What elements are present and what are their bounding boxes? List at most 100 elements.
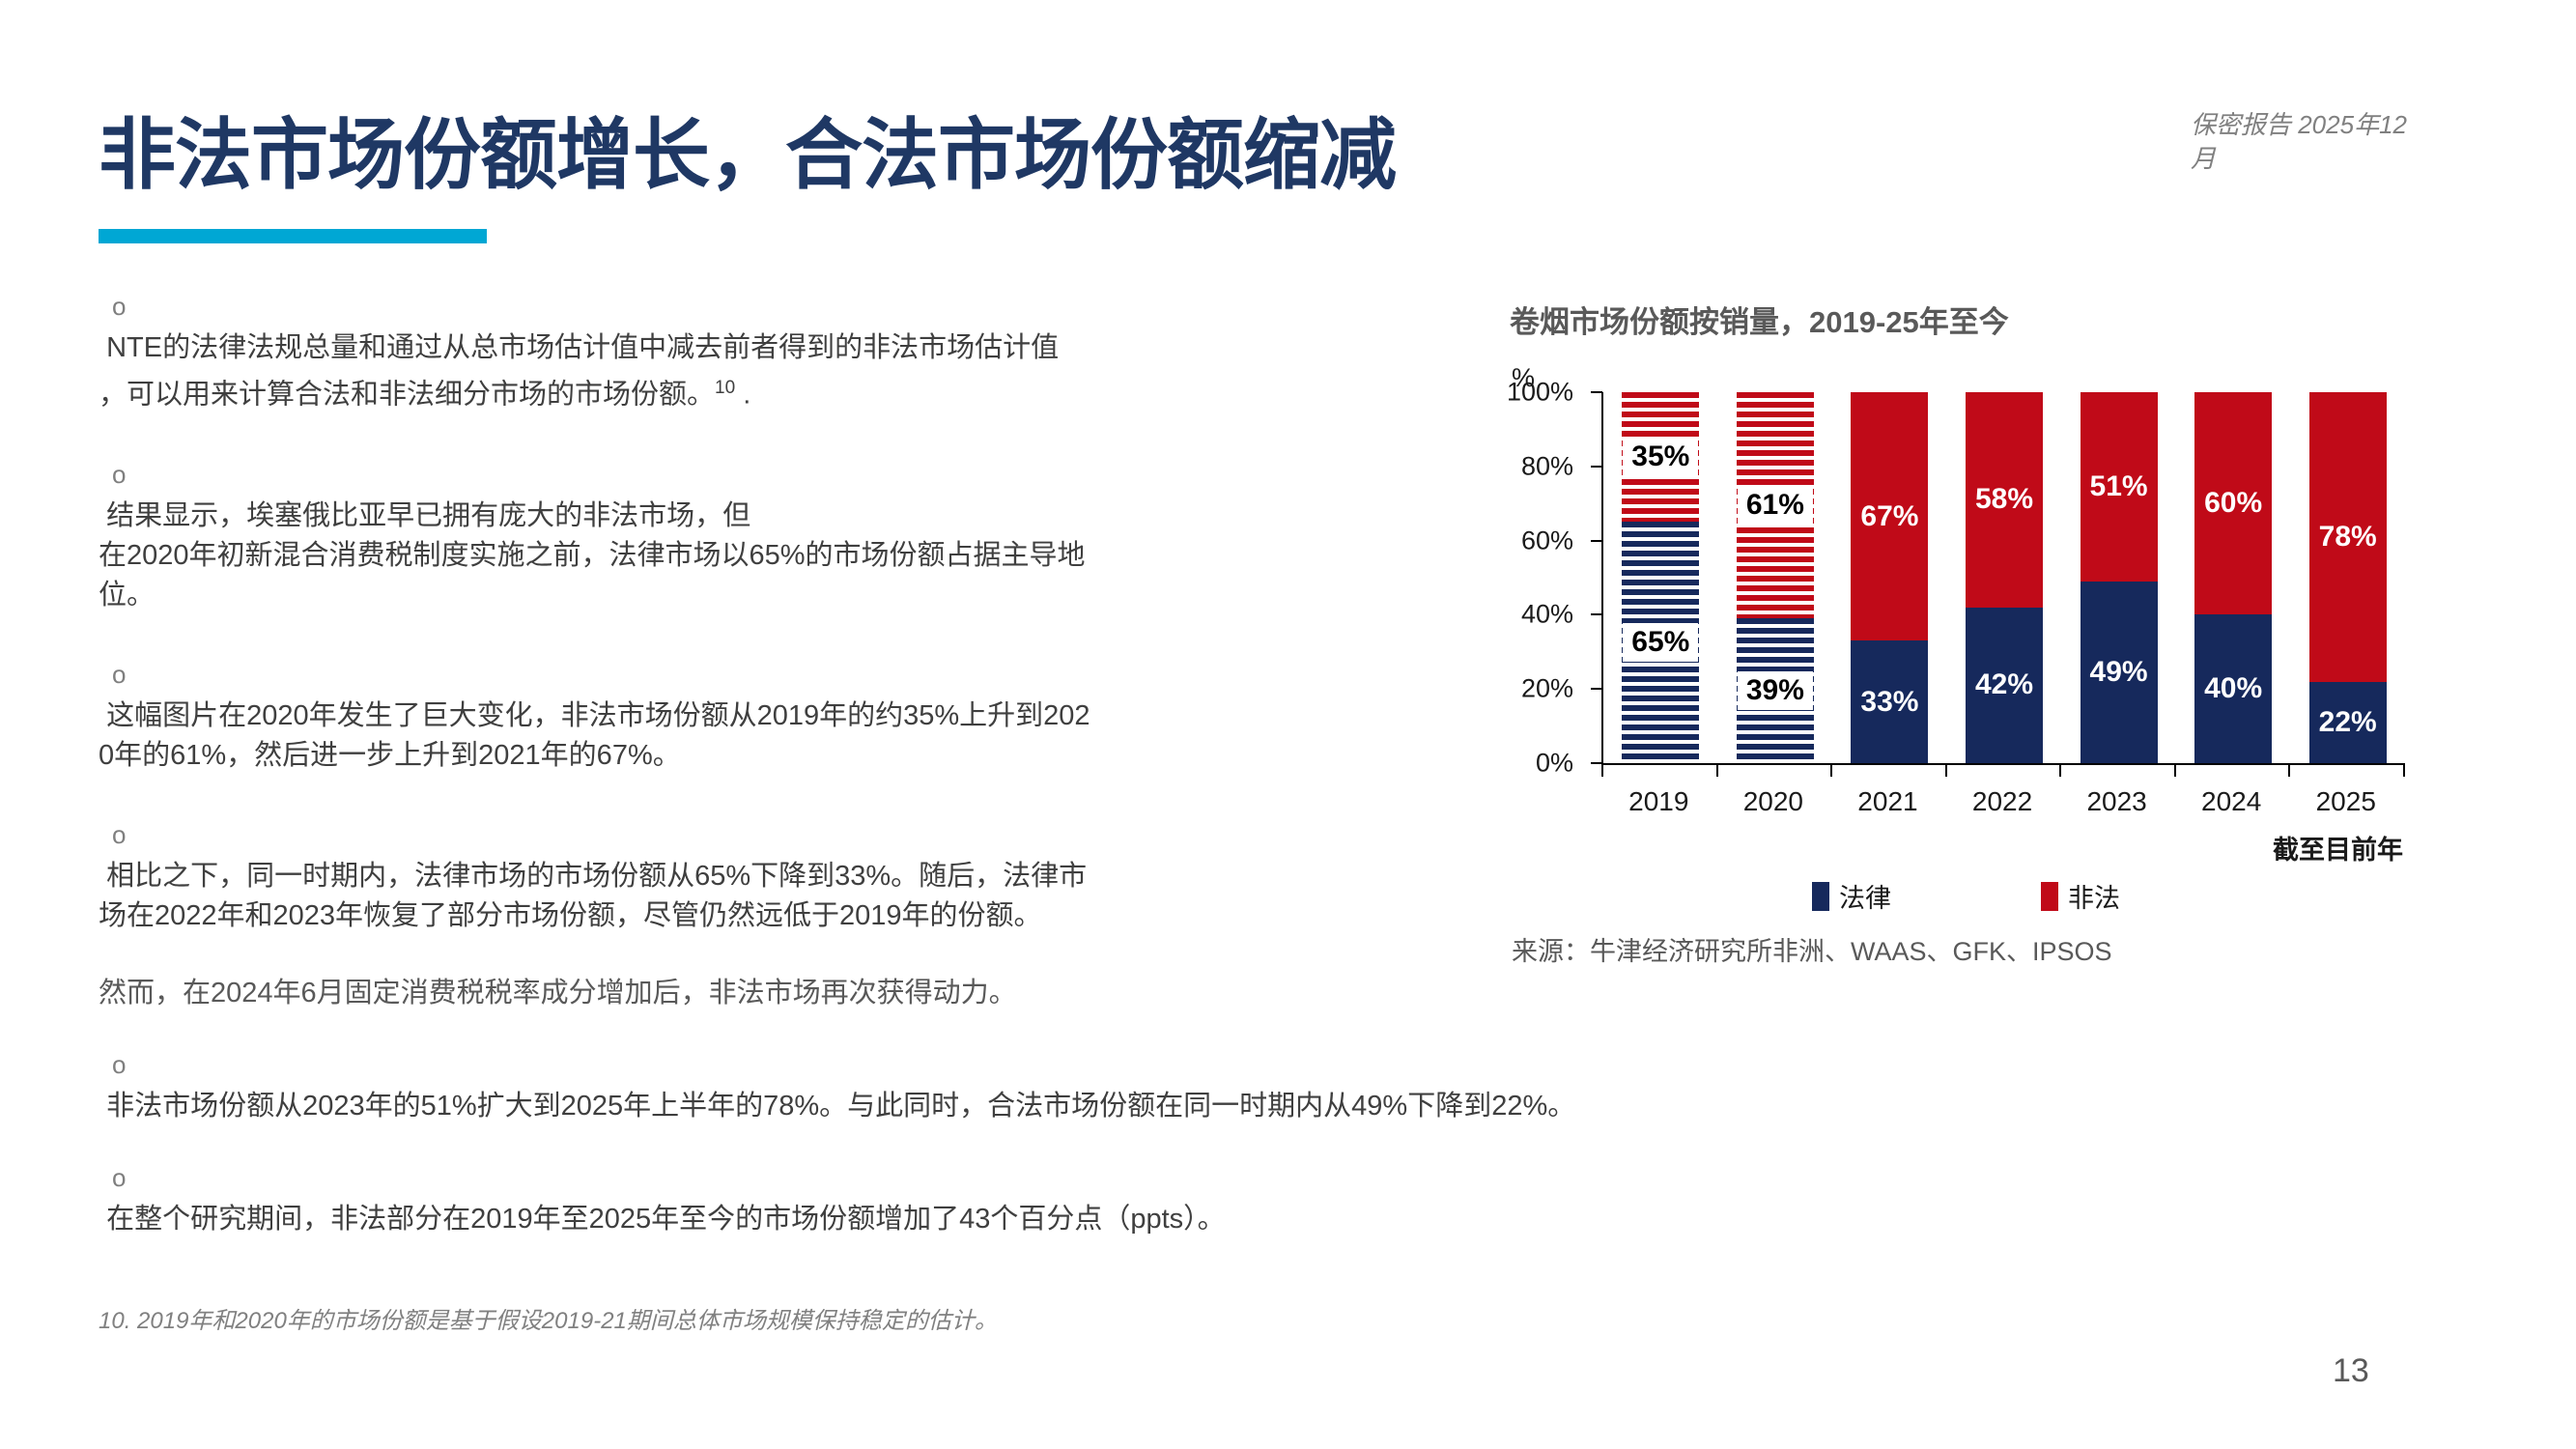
y-tick-label: 0% — [1535, 748, 1573, 778]
bar-label-illegal: 67% — [1860, 499, 1919, 532]
x-tick-mark — [2059, 763, 2062, 777]
chart-unit-label: % — [1512, 363, 1536, 392]
chart-panel: 卷烟市场份额按销量，2019-25年至今 % 100% 80% 60% 40% 20% 0… — [1507, 298, 2514, 993]
bullet-text: 结果显示，埃塞俄比亚早已拥有庞大的非法市场，但 在2020年初新混合消费税制度实… — [99, 499, 1086, 611]
y-tick-mark — [1591, 762, 1602, 764]
chart-y-axis: 100% 80% 60% 40% 20% 0% — [1507, 378, 1587, 778]
bar-label-illegal: 78% — [2318, 520, 2377, 553]
footnote: 10. 2019年和2020年的市场份额是基于假设2019-21期间总体市场规模… — [99, 1308, 998, 1334]
chart-x-ticks — [1601, 763, 2405, 777]
bar-label-illegal: 35% — [1623, 438, 1699, 477]
bar-segment-illegal — [2080, 392, 2158, 582]
bullet-marker: o — [112, 459, 127, 489]
bullet-text: NTE的法律法规总量和通过从总市场估计值中减去前者得到的非法市场估计值 ，可以用来… — [99, 328, 1383, 415]
bar-column-2025: 22% 78% — [2308, 392, 2387, 763]
chart-x-axis: 2019 2020 2021 2022 2023 2024 2025 — [1601, 786, 2403, 817]
bottom-text-block: 然而，在2024年6月固定消费税税率成分增加后，非法市场再次获得动力。 o 非法… — [99, 974, 2175, 1335]
bullet-marker: o — [112, 1163, 127, 1192]
bar-column-2020: 39% 61% — [1736, 392, 1814, 763]
bar-segment-legal — [1965, 607, 2043, 763]
bullet-item-2: o 结果显示，埃塞俄比亚早已拥有庞大的非法市场，但 在2020年初新混合消费税制… — [99, 458, 1383, 615]
bar-segment-legal — [2194, 614, 2273, 763]
bullet-text-line: ，可以用来计算合法和非法细分市场的市场份额。 — [99, 379, 716, 411]
x-tick-mark — [1601, 763, 1603, 777]
x-category-label: 2020 — [1742, 786, 1804, 816]
bullet-item-1: o NTE的法律法规总量和通过从总市场估计值中减去前者得到的非法市场估计值 ，可以… — [99, 290, 1383, 415]
bullet-item-5: o 非法市场份额从2023年的51%扩大到2025年上半年的78%。与此同时，合… — [99, 1048, 2175, 1126]
bar-label-illegal: 61% — [1737, 486, 1813, 526]
x-category-label: 2024 — [2201, 786, 2262, 816]
bar-segment-legal — [2308, 681, 2387, 763]
bar-segment-legal — [1851, 640, 1929, 763]
bullet-marker: o — [112, 819, 127, 849]
bullet-list: o NTE的法律法规总量和通过从总市场估计值中减去前者得到的非法市场估计值 ，可以… — [99, 290, 1383, 979]
bar-label-illegal: 60% — [2204, 487, 2263, 520]
chart-x-note: 截至目前年 — [2273, 836, 2403, 865]
legend-label: 法律 — [1839, 884, 1891, 913]
x-category-label: 2019 — [1628, 786, 1689, 816]
bar-column-2021: 33% 67% — [1851, 392, 1929, 763]
y-tick-mark — [1591, 613, 1602, 616]
bar-label-legal: 39% — [1737, 671, 1813, 711]
bar-column-2022: 42% 58% — [1965, 392, 2043, 763]
x-category-label: 2022 — [1971, 786, 2033, 816]
y-tick-mark — [1591, 688, 1602, 691]
bar-column-2019: 65% 35% — [1622, 392, 1700, 763]
page-title: 非法市场份额增长，合法市场份额缩减 — [99, 112, 1397, 198]
y-tick-label: 100% — [1506, 377, 1573, 407]
chart-title: 卷烟市场份额按销量，2019-25年至今 — [1510, 305, 2009, 339]
footnote-reference: 10 — [715, 378, 736, 398]
bullet-text-line: NTE的法律法规总量和通过从总市场估计值中减去前者得到的非法市场估计值 — [99, 332, 1060, 363]
chart-source: 来源：牛津经济研究所非洲、WAAS、GFK、IPSOS — [1512, 937, 2112, 966]
bar-label-legal: 49% — [2089, 655, 2148, 688]
bullet-item-4: o 相比之下，同一时期内，法律市场的市场份额从65%下降到33%。随后，法律市 … — [99, 818, 1383, 936]
bullet-text: 相比之下，同一时期内，法律市场的市场份额从65%下降到33%。随后，法律市 场在… — [99, 860, 1088, 931]
page-number: 13 — [2333, 1352, 2369, 1389]
bar-label-legal: 33% — [1860, 685, 1919, 718]
bar-label-legal: 65% — [1623, 623, 1699, 663]
y-tick-label: 60% — [1520, 526, 1573, 555]
bullet-text: 在整个研究期间，非法部分在2019年至2025年至今的市场份额增加了43个百分点… — [99, 1204, 1226, 1235]
x-category-label: 2021 — [1857, 786, 1918, 816]
bar-column-2024: 40% 60% — [2194, 392, 2273, 763]
y-tick-mark — [1591, 539, 1602, 542]
legend-item: 非法 — [2041, 877, 2120, 915]
legend-swatch — [1812, 881, 1829, 911]
x-tick-mark — [2402, 763, 2405, 777]
bar-segment-illegal — [2194, 392, 2273, 615]
chart-plot-area: 65% 35% 39% 61% 33% 67% 42% 58% 49% 51% 40% 60% 22% 7… — [1591, 391, 2405, 765]
bar-label-illegal: 58% — [1974, 483, 2033, 516]
bar-segment-legal — [2080, 581, 2158, 763]
bar-label-legal: 42% — [1974, 668, 2033, 701]
bar-segment-illegal — [2308, 392, 2387, 682]
bullet-marker: o — [112, 1050, 127, 1079]
legend-item: 法律 — [1812, 877, 1891, 915]
x-tick-mark — [1944, 763, 1947, 777]
chart-legend: 法律 非法 — [1601, 877, 2403, 915]
x-category-label: 2025 — [2315, 786, 2376, 816]
title-underline — [99, 229, 487, 243]
bullet-text: 这幅图片在2020年发生了巨大变化，非法市场份额从2019年的约35%上升到20… — [99, 699, 1090, 771]
bar-label-illegal: 51% — [2089, 469, 2148, 502]
y-tick-label: 40% — [1520, 599, 1573, 629]
lead-paragraph: 然而，在2024年6月固定消费税税率成分增加后，非法市场再次获得动力。 — [99, 978, 1017, 1009]
x-category-label: 2023 — [2086, 786, 2147, 816]
x-tick-mark — [2288, 763, 2291, 777]
legend-swatch — [2041, 881, 2058, 911]
bar-label-legal: 40% — [2204, 672, 2263, 705]
x-tick-mark — [1830, 763, 1833, 777]
y-tick-label: 80% — [1520, 451, 1573, 481]
x-tick-mark — [2173, 763, 2176, 777]
y-tick-mark — [1591, 391, 1602, 393]
bullet-item-3: o 这幅图片在2020年发生了巨大变化，非法市场份额从2019年的约35%上升到… — [99, 658, 1383, 776]
legend-label: 非法 — [2068, 884, 2120, 913]
y-tick-label: 20% — [1520, 673, 1573, 703]
bar-column-2023: 49% 51% — [2080, 392, 2158, 763]
bar-segment-illegal — [1851, 392, 1929, 641]
bullet-marker: o — [112, 292, 127, 321]
bar-segment-illegal — [1965, 392, 2043, 608]
confidential-note: 保密报告 2025年12月 — [2191, 110, 2407, 174]
bullet-marker: o — [112, 659, 127, 689]
x-tick-mark — [1715, 763, 1718, 777]
